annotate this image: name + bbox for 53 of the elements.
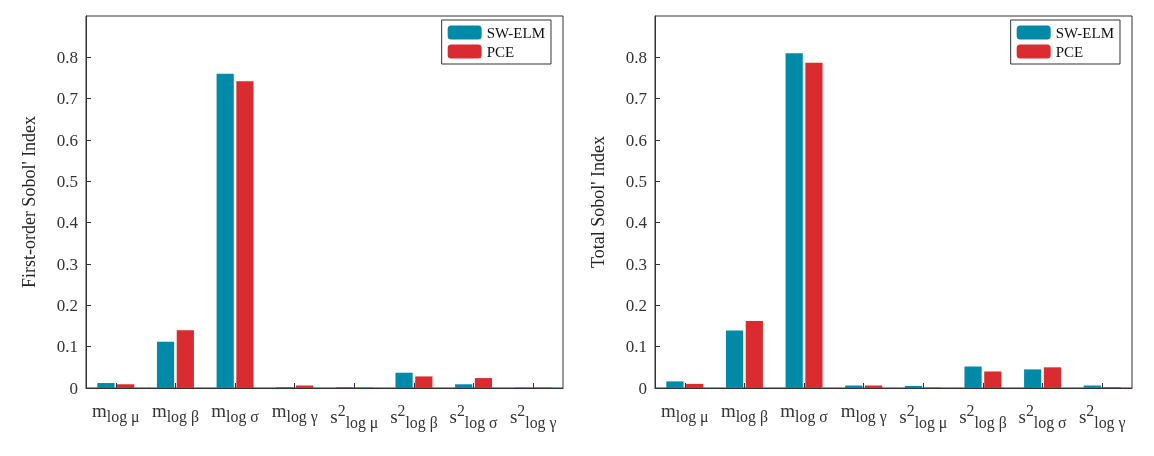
x-tick-label: m$_{log σ}$ [211,399,259,428]
y-tick-label: 0.1 [56,337,78,357]
y-tick-label: 0.5 [625,171,647,191]
bar [805,62,823,388]
x-tick-label: m$_{log μ}$ [92,399,140,428]
bar [904,385,923,388]
y-axis-title: Total Sobol' Index [588,136,608,268]
x-tick-label: m$_{log γ}$ [271,399,318,428]
legend-label: SW-ELM [1055,24,1115,41]
y-axis-title: First-order Sobol' Index [19,115,39,289]
y-tick-label: 0.8 [56,47,78,67]
y-tick-label: 0.4 [56,213,79,233]
x-tick-label: m$_{log γ}$ [840,399,887,428]
bar [686,383,704,388]
bar [176,330,194,388]
bar [785,53,803,388]
legend-label: SW-ELM [486,24,546,41]
x-tick-label: m$_{log σ}$ [780,399,828,428]
bar [666,381,684,388]
bar [395,372,413,388]
y-tick-label: 0.4 [625,213,648,233]
bar [236,81,254,388]
y-tick-label: 0.3 [56,254,78,274]
y-tick-label: 0.5 [56,171,78,191]
bar [216,73,234,388]
bar [415,376,433,388]
bar [745,321,763,388]
bar [117,384,135,388]
bar [964,366,982,388]
bar [984,371,1002,388]
x-tick-label: m$_{log β}$ [151,399,199,428]
bar [1043,367,1062,388]
y-tick-label: 0.1 [625,337,647,357]
y-tick-label: 0 [69,378,78,398]
bar [97,383,115,388]
y-tick-label: 0.2 [56,295,78,315]
bar [1024,369,1042,388]
y-tick-label: 0.6 [625,130,647,150]
x-tick-label: m$_{log μ}$ [661,399,709,428]
x-tick-label: m$_{log β}$ [720,399,768,428]
y-tick-label: 0.2 [625,295,647,315]
bar [156,341,175,388]
y-tick-label: 0.8 [625,47,647,67]
bar [474,378,493,388]
y-tick-label: 0.7 [56,89,79,109]
legend-label: PCE [1055,43,1084,60]
y-tick-label: 0.7 [625,89,648,109]
y-tick-label: 0.6 [56,130,78,150]
y-tick-label: 0 [638,378,647,398]
bar [725,330,744,388]
y-tick-label: 0.3 [625,254,647,274]
legend-label: PCE [486,43,515,60]
bar [455,384,473,388]
